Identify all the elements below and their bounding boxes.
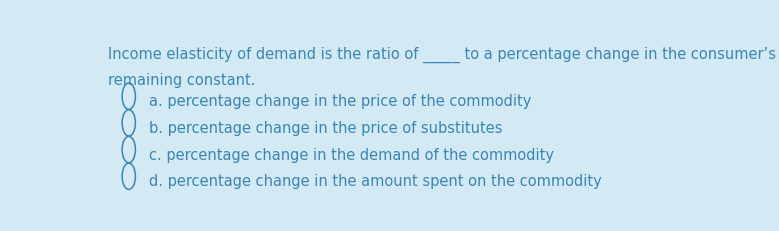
- Text: b. percentage change in the price of substitutes: b. percentage change in the price of sub…: [149, 121, 502, 136]
- Text: Income elasticity of demand is the ratio of _____ to a percentage change in the : Income elasticity of demand is the ratio…: [108, 46, 779, 63]
- Text: c. percentage change in the demand of the commodity: c. percentage change in the demand of th…: [149, 148, 554, 163]
- Text: a. percentage change in the price of the commodity: a. percentage change in the price of the…: [149, 94, 531, 109]
- Text: d. percentage change in the amount spent on the commodity: d. percentage change in the amount spent…: [149, 174, 601, 189]
- Text: remaining constant.: remaining constant.: [108, 73, 256, 88]
